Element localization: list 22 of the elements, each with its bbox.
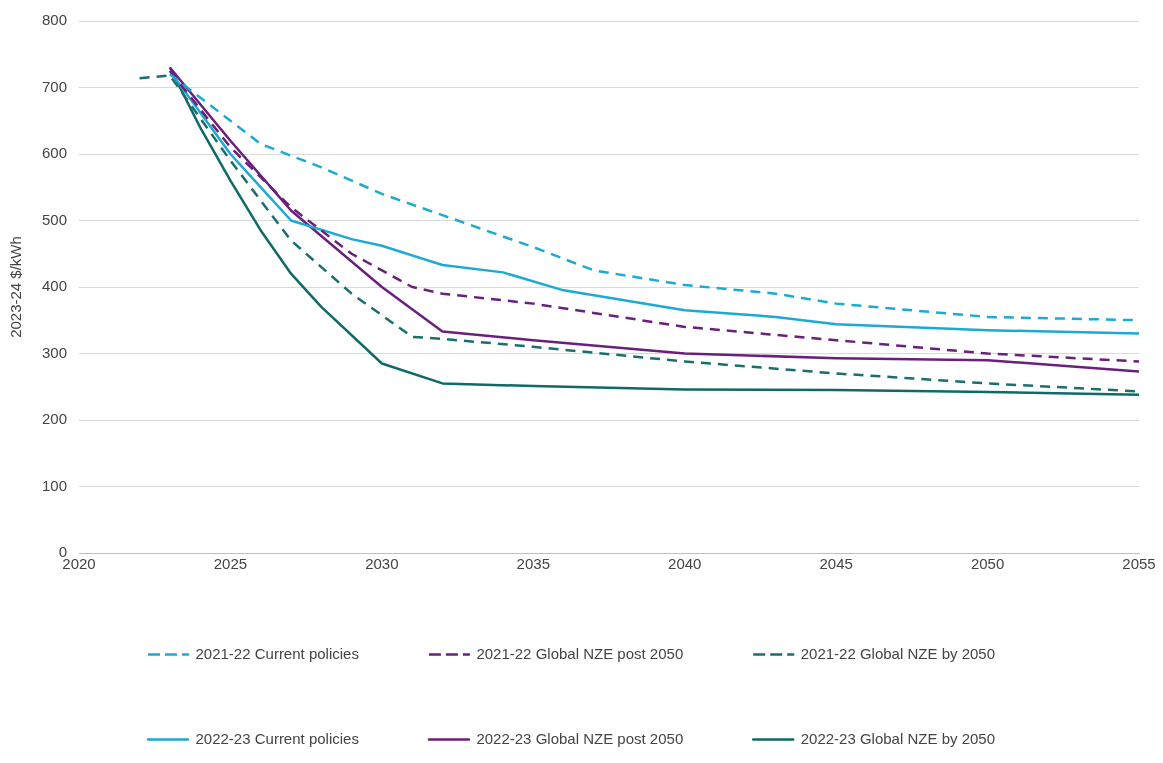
x-tick-label: 2045: [819, 555, 853, 573]
y-tick-label: 800: [42, 11, 68, 29]
y-axis-title: 2023-24 $/kWh: [7, 236, 25, 338]
x-tick-label: 2040: [668, 555, 702, 573]
legend-label: 2022-23 Global NZE post 2050: [476, 729, 684, 747]
legend-label: 2021-22 Global NZE post 2050: [476, 644, 684, 662]
legend-label: 2022-23 Global NZE by 2050: [800, 729, 996, 747]
legend-label: 2022-23 Current policies: [195, 729, 359, 747]
y-tick-label: 300: [42, 343, 68, 361]
legend-label: 2021-22 Global NZE by 2050: [800, 644, 996, 662]
legend-label: 2021-22 Current policies: [195, 644, 359, 662]
y-tick-label: 700: [42, 77, 68, 95]
y-tick-label: 600: [42, 144, 68, 162]
y-tick-label: 500: [42, 210, 68, 228]
x-tick-label: 2035: [516, 555, 550, 573]
x-tick-label: 2055: [1122, 555, 1156, 573]
y-tick-label: 400: [42, 277, 68, 295]
x-tick-label: 2025: [213, 555, 248, 573]
y-tick-label: 100: [42, 476, 68, 494]
y-tick-label: 200: [42, 410, 68, 428]
x-tick-label: 2050: [970, 555, 1005, 573]
x-tick-label: 2030: [365, 555, 399, 573]
